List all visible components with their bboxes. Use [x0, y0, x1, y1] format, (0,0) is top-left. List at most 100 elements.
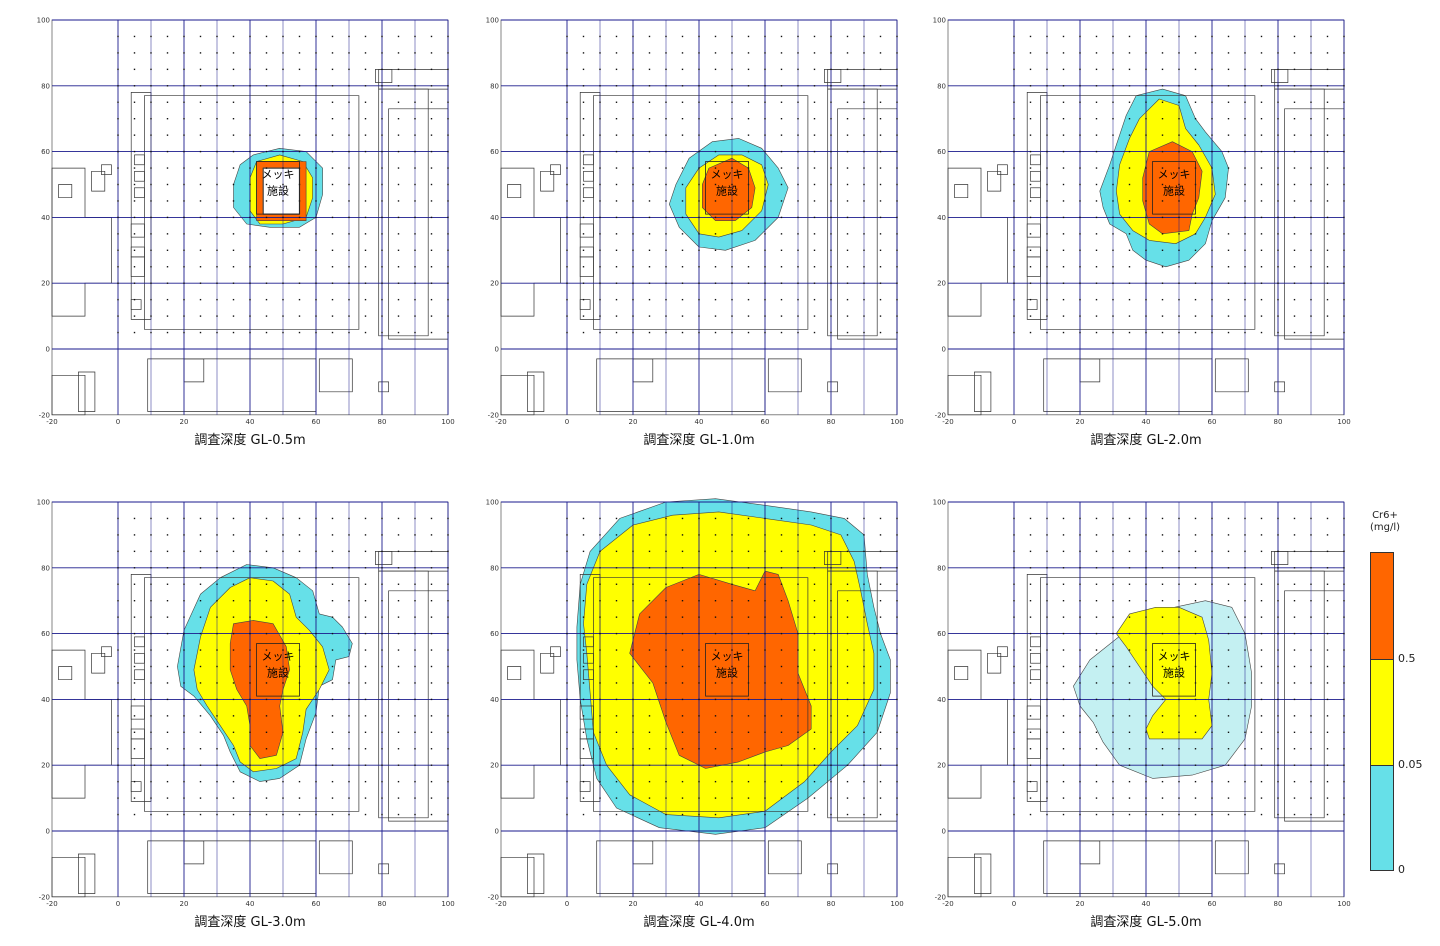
building-outline [579, 223, 594, 238]
legend-title-unit: (mg/l) [1369, 522, 1401, 533]
x-tick-label: 0 [1012, 418, 1016, 426]
y-tick-label: 40 [41, 696, 50, 704]
building-outline [378, 381, 389, 393]
building-outline [78, 371, 96, 412]
facility-label-line2: 施設 [1163, 665, 1185, 679]
x-tick-label: -20 [495, 900, 506, 908]
building-outline [318, 840, 353, 875]
y-tick-label: 40 [937, 696, 946, 704]
x-tick-label: 0 [565, 418, 569, 426]
building-outline [91, 652, 106, 674]
building-outline [378, 863, 389, 875]
y-tick-label: 20 [490, 762, 499, 770]
y-tick-label: 0 [46, 828, 50, 836]
legend: Cr6+ (mg/l) 0.5 0.05 0 [1362, 510, 1440, 890]
x-tick-label: 20 [629, 900, 638, 908]
x-tick-label: 100 [1337, 900, 1350, 908]
facility-outline [1152, 643, 1196, 697]
building-outline [527, 853, 545, 894]
building-outline [947, 856, 982, 898]
x-tick-label: 80 [378, 900, 387, 908]
y-tick-label: 40 [41, 214, 50, 222]
x-tick-label: -20 [495, 418, 506, 426]
building-outline [974, 371, 992, 412]
building-outline [550, 646, 561, 657]
building-outline [130, 781, 142, 792]
building-outline [1026, 223, 1041, 238]
x-tick-label: 40 [1142, 418, 1151, 426]
map-panel-1: メッキ 施設 -20 0 20 40 60 80 100 100 80 60 40 20 0 -20 調査深度 … [37, 12, 460, 449]
y-tick-label: 0 [942, 346, 946, 354]
building-outline [130, 299, 142, 310]
y-tick-label: 60 [490, 148, 499, 156]
y-tick-label: 80 [937, 82, 946, 90]
x-tick-label: 0 [1012, 900, 1016, 908]
map-panel-6: メッキ 施設 -20 0 20 40 60 80 100 100 80 60 40 20 0 -20 調査深度 … [933, 494, 1356, 931]
y-tick-label: 80 [41, 564, 50, 572]
building-outline [58, 184, 73, 199]
x-tick-label: 40 [246, 418, 255, 426]
building-outline [987, 170, 1002, 192]
sampling-points [1013, 517, 1345, 816]
x-tick-label: 40 [246, 900, 255, 908]
x-tick-label: 100 [441, 900, 454, 908]
building-outline [1026, 299, 1038, 310]
building-outline [78, 853, 96, 894]
panel-caption: 調査深度 GL-5.0m [1090, 915, 1202, 930]
building-outline [58, 666, 73, 681]
building-outline [130, 256, 145, 277]
building-outline [579, 256, 594, 277]
building-outline [827, 863, 838, 875]
facility-label-line1: メッキ [1158, 168, 1191, 181]
building-outline [583, 154, 594, 166]
building-outline [579, 705, 594, 720]
building-outline [1030, 154, 1041, 166]
building-outline [1214, 840, 1249, 875]
facility-label-line2: 施設 [267, 183, 289, 197]
building-outline [1030, 170, 1041, 182]
legend-swatch-low [1370, 765, 1394, 871]
facility-outline [256, 161, 300, 215]
y-tick-label: 80 [41, 82, 50, 90]
building-outline [134, 652, 145, 664]
map-panel-2: メッキ 施設 -20 0 20 40 60 80 100 100 80 60 40 20 0 -20 調査深度 … [486, 12, 909, 449]
y-tick-label: -20 [488, 411, 499, 419]
y-tick-label: 60 [937, 630, 946, 638]
building-outline [583, 636, 594, 648]
x-tick-label: -20 [942, 900, 953, 908]
y-tick-label: 20 [41, 280, 50, 288]
building-outline [51, 374, 86, 416]
building-outline [1274, 863, 1285, 875]
x-tick-label: 80 [827, 418, 836, 426]
y-tick-label: -20 [488, 893, 499, 901]
contour-high [229, 620, 290, 759]
panel-caption: 調査深度 GL-4.0m [643, 915, 755, 930]
x-tick-label: -20 [46, 900, 57, 908]
building-outline [824, 551, 842, 565]
y-tick-label: 20 [937, 762, 946, 770]
x-tick-label: 60 [761, 900, 770, 908]
facility-label-line1: メッキ [262, 168, 295, 181]
x-tick-label: 100 [890, 418, 903, 426]
building-outline [579, 781, 591, 792]
facility-label-line2: 施設 [716, 183, 738, 197]
building-outline [987, 652, 1002, 674]
building-outline [1030, 636, 1041, 648]
building-outline [579, 738, 594, 759]
panel-caption: 調査深度 GL-0.5m [194, 433, 306, 448]
building-outline [1271, 551, 1289, 565]
x-tick-label: 0 [116, 418, 120, 426]
x-tick-label: 20 [629, 418, 638, 426]
legend-title: Cr6+ (mg/l) [1362, 510, 1408, 534]
building-outline [91, 170, 106, 192]
building-outline [134, 669, 145, 681]
x-tick-label: -20 [942, 418, 953, 426]
building-outline [1274, 381, 1285, 393]
x-tick-label: 100 [441, 418, 454, 426]
x-tick-label: -20 [46, 418, 57, 426]
x-tick-label: 20 [180, 900, 189, 908]
